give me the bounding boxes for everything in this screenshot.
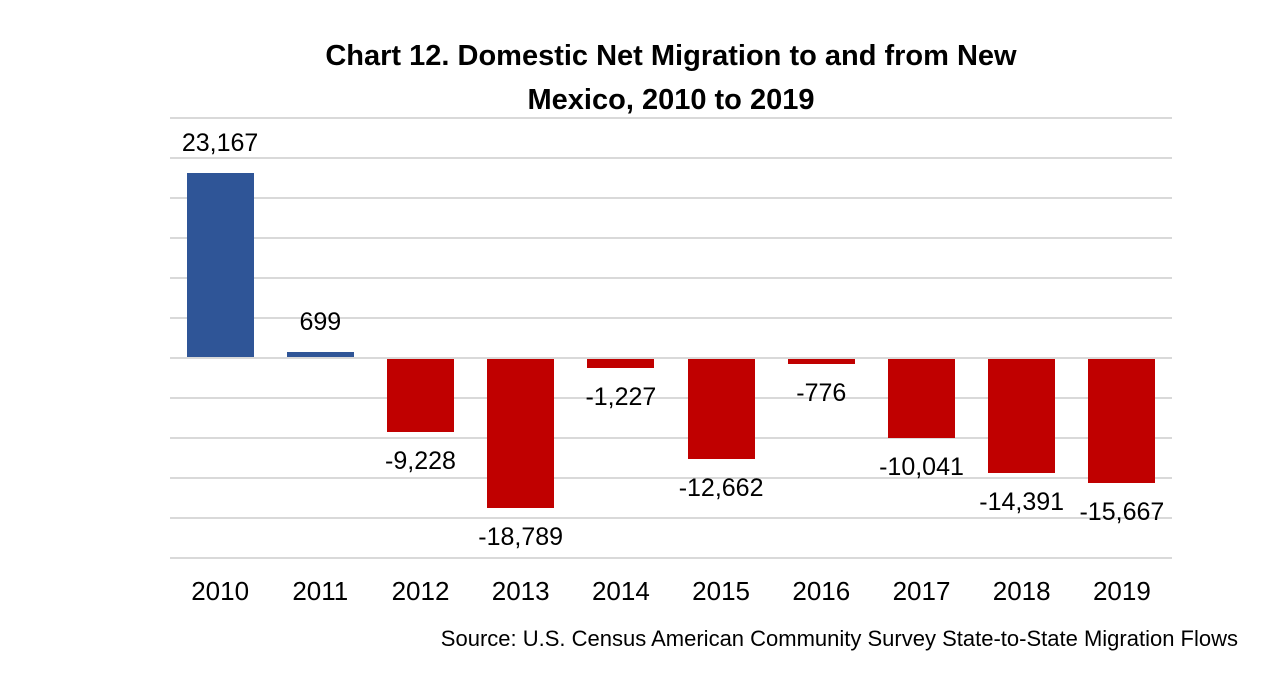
gridline <box>170 117 1172 119</box>
gridline <box>170 197 1172 199</box>
chart-title-line-1: Chart 12. Domestic Net Migration to and … <box>325 40 1017 72</box>
x-axis-label-2018: 2018 <box>992 576 1051 606</box>
bar-value-label-2012: -9,228 <box>385 446 456 475</box>
chart-title: Chart 12. Domestic Net Migration to and … <box>170 34 1172 122</box>
bar-2018 <box>988 358 1056 474</box>
bar-value-label-2011: 699 <box>299 308 342 337</box>
gridline <box>170 237 1172 239</box>
bar-2017 <box>888 358 955 439</box>
gridline <box>170 477 1172 479</box>
x-axis-label-2012: 2012 <box>391 576 450 606</box>
bar-2014 <box>587 358 655 368</box>
bar-2015 <box>687 358 755 460</box>
gridline <box>170 437 1172 439</box>
x-axis-label-2011: 2011 <box>292 576 349 606</box>
chart-title-line-2: Mexico, 2010 to 2019 <box>527 84 815 116</box>
bar-value-label-2013: -18,789 <box>478 523 564 552</box>
bar-2013 <box>487 358 555 509</box>
gridline <box>170 157 1172 159</box>
bar-2016 <box>787 358 855 365</box>
bar-2011 <box>286 352 354 358</box>
bar-value-label-2017: -10,041 <box>879 453 964 482</box>
gridline <box>170 517 1172 519</box>
bar-2010 <box>186 172 254 358</box>
x-axis-label-2015: 2015 <box>692 576 751 606</box>
zero-gridline <box>170 357 1172 359</box>
bar-value-label-2018: -14,391 <box>979 488 1065 517</box>
source-note: Source: U.S. Census American Community S… <box>440 626 1238 651</box>
bar-value-label-2015: -12,662 <box>678 474 764 503</box>
gridline <box>170 277 1172 279</box>
bar-value-label-2019: -15,667 <box>1079 498 1165 527</box>
gridline <box>170 317 1172 319</box>
gridline <box>170 397 1172 399</box>
x-axis-label-2019: 2019 <box>1092 576 1151 606</box>
bar-2019 <box>1088 358 1156 484</box>
bar-value-label-2016: -776 <box>796 379 847 408</box>
bar-value-label-2014: -1,227 <box>585 382 657 411</box>
x-axis-label-2010: 2010 <box>191 576 250 606</box>
x-axis-label-2016: 2016 <box>792 576 851 606</box>
x-axis-label-2014: 2014 <box>591 576 650 606</box>
gridline <box>170 557 1172 559</box>
plot-area: 23,167 2010 699 2011 -9,228 2012 -18,789 2013 -1… <box>170 117 1172 606</box>
bar-2012 <box>387 358 454 432</box>
x-axis-label-2013: 2013 <box>491 576 550 606</box>
bar-value-label-2010: 23,167 <box>181 128 259 157</box>
x-axis-label-2017: 2017 <box>892 576 951 606</box>
